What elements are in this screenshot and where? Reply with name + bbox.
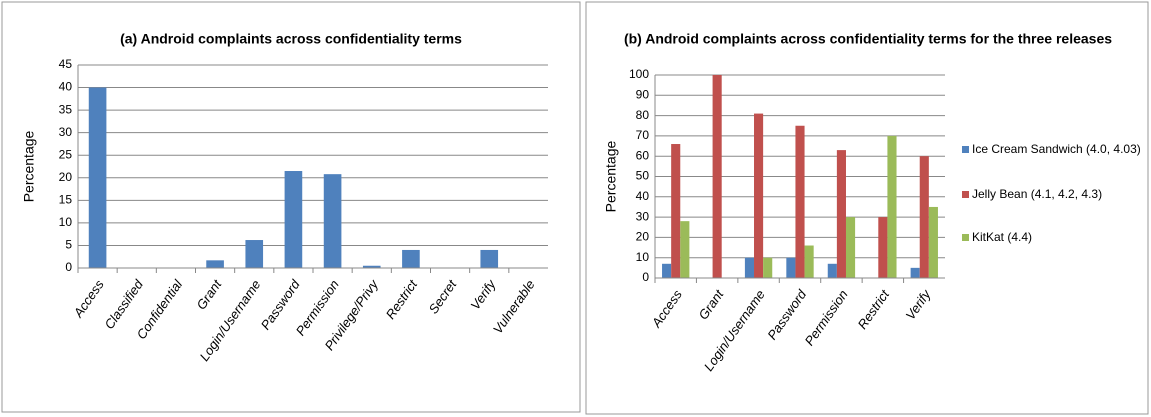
bar bbox=[402, 249, 420, 268]
y-axis-label: Percentage bbox=[21, 130, 37, 202]
y-tick-label: 20 bbox=[636, 230, 650, 244]
bar bbox=[662, 263, 672, 278]
y-tick-label: 10 bbox=[59, 215, 73, 229]
chart-title: (a) Android complaints across confidenti… bbox=[120, 31, 462, 47]
chart-a-frame bbox=[1, 1, 581, 413]
y-tick-label: 10 bbox=[636, 250, 650, 264]
bar bbox=[845, 217, 856, 278]
y-tick-label: 25 bbox=[59, 147, 73, 161]
bar bbox=[480, 249, 499, 268]
y-tick-label: 35 bbox=[59, 102, 73, 116]
x-tick-label: Access bbox=[70, 277, 107, 321]
y-tick-label: 40 bbox=[59, 80, 73, 94]
y-tick-label: 5 bbox=[65, 238, 72, 252]
bar bbox=[362, 265, 381, 268]
x-tick-label: Restrict bbox=[383, 276, 421, 322]
bar bbox=[763, 257, 773, 278]
y-tick-label: 90 bbox=[636, 87, 650, 101]
y-tick-label: 40 bbox=[636, 189, 650, 203]
y-tick-label: 60 bbox=[636, 148, 650, 162]
bar bbox=[245, 240, 264, 268]
bar bbox=[795, 125, 805, 278]
chart-b-frame bbox=[585, 1, 1149, 415]
bar bbox=[284, 171, 303, 268]
bar bbox=[680, 221, 690, 278]
chart-title: (b) Android complaints across confidenti… bbox=[624, 31, 1112, 47]
bar bbox=[878, 217, 888, 278]
x-tick-label: Permission bbox=[802, 287, 851, 348]
legend-swatch bbox=[962, 191, 969, 198]
bar bbox=[827, 263, 837, 278]
y-tick-label: 15 bbox=[59, 193, 73, 207]
y-tick-label: 70 bbox=[636, 128, 650, 142]
x-tick-label: Password bbox=[764, 286, 809, 342]
x-tick-label: Grant bbox=[695, 286, 727, 322]
y-tick-label: 80 bbox=[636, 108, 650, 122]
y-tick-label: 0 bbox=[65, 260, 72, 274]
bar bbox=[887, 135, 897, 278]
y-axis-label: Percentage bbox=[603, 140, 619, 212]
bar bbox=[88, 87, 107, 268]
bar bbox=[754, 113, 764, 278]
bar bbox=[919, 156, 929, 278]
x-tick-label: Secret bbox=[426, 276, 461, 317]
bar bbox=[836, 150, 846, 278]
x-tick-label: Verify bbox=[902, 286, 934, 323]
y-tick-label: 100 bbox=[629, 67, 649, 81]
y-tick-label: 50 bbox=[636, 169, 650, 183]
y-tick-label: 30 bbox=[59, 125, 73, 139]
y-tick-label: 0 bbox=[642, 270, 649, 284]
bar bbox=[786, 257, 796, 278]
bar bbox=[928, 206, 938, 278]
bar bbox=[671, 144, 681, 278]
y-tick-label: 30 bbox=[636, 209, 650, 223]
legend-label: KitKat (4.4) bbox=[972, 230, 1032, 244]
x-tick-label: Access bbox=[648, 287, 685, 331]
legend-label: Jelly Bean (4.1, 4.2, 4.3) bbox=[972, 187, 1102, 201]
legend-swatch bbox=[962, 146, 969, 153]
y-tick-label: 45 bbox=[59, 57, 73, 71]
bar bbox=[804, 245, 814, 278]
x-tick-label: Grant bbox=[193, 276, 225, 312]
bar bbox=[910, 267, 920, 278]
legend-label: Ice Cream Sandwich (4.0, 4.03) bbox=[972, 142, 1141, 156]
bar bbox=[206, 260, 224, 268]
x-tick-label: Verify bbox=[467, 276, 499, 313]
x-tick-label: Restrict bbox=[855, 286, 893, 332]
legend-swatch bbox=[962, 234, 969, 241]
y-tick-label: 20 bbox=[59, 170, 73, 184]
bar bbox=[744, 257, 755, 278]
bar bbox=[323, 174, 342, 268]
bar bbox=[712, 75, 722, 278]
